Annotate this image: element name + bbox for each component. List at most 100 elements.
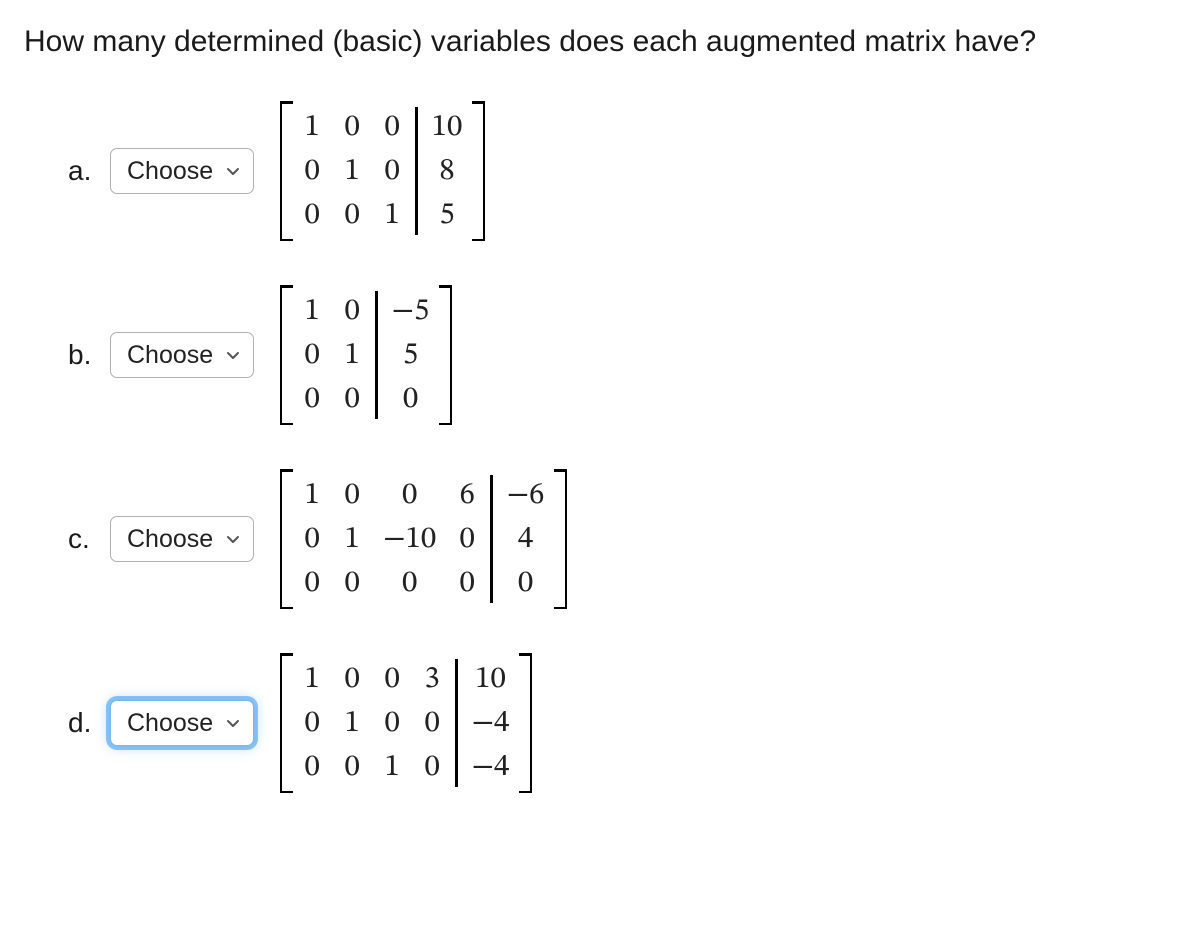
matrix-cell: 0 [423, 745, 441, 789]
right-bracket [519, 653, 532, 793]
matrix-cell: −4 [472, 701, 510, 745]
augmented-matrix: 10001000130010−4−4 [280, 653, 532, 793]
matrix-cell: 0 [303, 701, 321, 745]
matrix-cell: 5 [402, 333, 420, 377]
augment-bar [415, 107, 418, 235]
matrix-cell: 5 [438, 193, 456, 237]
matrix-cell: 0 [458, 517, 476, 561]
left-bracket [280, 101, 293, 241]
page: How many determined (basic) variables do… [0, 0, 1197, 927]
matrix-cell: 8 [438, 149, 456, 193]
matrix-right-section: 1085 [432, 105, 463, 237]
matrix-cell: 4 [517, 517, 535, 561]
matrix-column: 10−4−4 [472, 657, 510, 789]
augmented-matrix: 100010−550 [280, 285, 452, 425]
matrix-cell: 0 [303, 149, 321, 193]
matrix-right-section: −640 [507, 473, 545, 605]
matrix-cell: 10 [432, 105, 463, 149]
matrix-cell: −6 [507, 473, 545, 517]
matrix-cell: 0 [343, 657, 361, 701]
item-label: a. [68, 155, 100, 187]
matrix-cell: 0 [303, 745, 321, 789]
matrix-column: 300 [423, 657, 441, 789]
matrix-cell: 0 [383, 701, 401, 745]
matrix-cell: 1 [383, 745, 401, 789]
matrix-cell: 1 [343, 149, 361, 193]
matrix-body: 10001000130010−4−4 [293, 653, 519, 793]
select-placeholder: Choose [127, 709, 213, 738]
matrix-cell: 0 [343, 377, 361, 421]
matrix-cell: 0 [383, 149, 401, 193]
left-bracket [280, 285, 293, 425]
augmented-matrix: 1000100−100600−640 [280, 469, 567, 609]
matrix-left-section: 100010001 [303, 105, 401, 237]
matrix-column: 001 [383, 657, 401, 789]
matrix-cell: 1 [343, 701, 361, 745]
right-bracket [439, 285, 452, 425]
question-text: How many determined (basic) variables do… [24, 22, 1173, 61]
augment-bar [375, 291, 378, 419]
matrix-cell: 0 [343, 473, 361, 517]
matrix-cell: 0 [343, 289, 361, 333]
matrix-cell: 1 [383, 193, 401, 237]
matrix-left-section: 100010 [303, 289, 361, 421]
matrix-body: 1000100−100600−640 [293, 469, 554, 609]
chevron-down-icon [225, 715, 241, 731]
chevron-down-icon [225, 163, 241, 179]
matrix-cell: 0 [343, 193, 361, 237]
matrix-body: 100010−550 [293, 285, 439, 425]
answer-select[interactable]: Choose [110, 148, 254, 194]
answer-select[interactable]: Choose [110, 516, 254, 562]
matrix-column: −550 [392, 289, 430, 421]
matrix-cell: 10 [475, 657, 506, 701]
answer-select[interactable]: Choose [110, 700, 254, 746]
matrix-column: 100 [303, 105, 321, 237]
matrix-cell: 0 [423, 701, 441, 745]
matrix-right-section: 10−4−4 [472, 657, 510, 789]
matrix-cell: 0 [343, 745, 361, 789]
matrix-cell: 1 [303, 657, 321, 701]
question-item: b.Choose100010−550 [68, 285, 1173, 425]
matrix-cell: 0 [343, 105, 361, 149]
matrix-cell: 0 [303, 333, 321, 377]
left-bracket [280, 469, 293, 609]
matrix-cell: 1 [303, 105, 321, 149]
matrix-cell: 0 [303, 517, 321, 561]
question-item: d.Choose10001000130010−4−4 [68, 653, 1173, 793]
matrix-cell: 0 [303, 377, 321, 421]
question-item: a.Choose1000100011085 [68, 101, 1173, 241]
augment-bar [455, 659, 458, 787]
answer-select[interactable]: Choose [110, 332, 254, 378]
matrix-cell: 1 [303, 473, 321, 517]
matrix-column: 001 [383, 105, 401, 237]
matrix-cell: 0 [303, 561, 321, 605]
matrix-cell: −10 [383, 517, 436, 561]
matrix-left-section: 1000100−100600 [303, 473, 476, 605]
matrix-cell: 1 [343, 333, 361, 377]
matrix-column: 600 [458, 473, 476, 605]
matrix-cell: 0 [343, 561, 361, 605]
matrix-column: −640 [507, 473, 545, 605]
matrix-cell: 0 [383, 657, 401, 701]
matrix-column: 1085 [432, 105, 463, 237]
matrix-cell: 0 [401, 473, 419, 517]
matrix-column: 100 [303, 473, 321, 605]
matrix-body: 1000100011085 [293, 101, 472, 241]
matrix-cell: 0 [517, 561, 535, 605]
items-container: a.Choose1000100011085b.Choose100010−550c… [24, 101, 1173, 793]
matrix-cell: −4 [472, 745, 510, 789]
matrix-cell: 1 [343, 517, 361, 561]
select-placeholder: Choose [127, 341, 213, 370]
augment-bar [490, 475, 493, 603]
matrix-cell: 3 [423, 657, 441, 701]
matrix-column: 010 [343, 657, 361, 789]
matrix-column: 100 [303, 289, 321, 421]
matrix-cell: 0 [458, 561, 476, 605]
augmented-matrix: 1000100011085 [280, 101, 485, 241]
matrix-cell: 1 [303, 289, 321, 333]
right-bracket [472, 101, 485, 241]
right-bracket [554, 469, 567, 609]
item-label: c. [68, 523, 100, 555]
matrix-right-section: −550 [392, 289, 430, 421]
question-item: c.Choose1000100−100600−640 [68, 469, 1173, 609]
